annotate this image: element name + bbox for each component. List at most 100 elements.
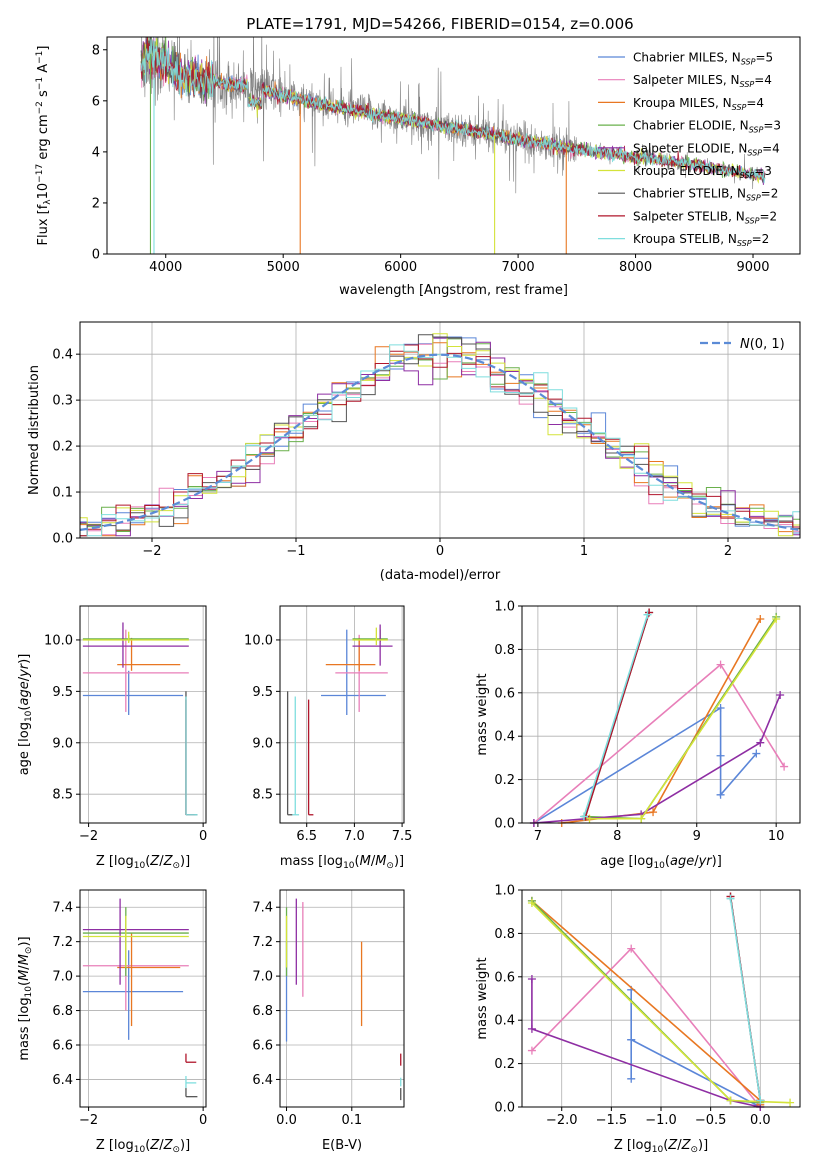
weight-marker — [649, 808, 658, 817]
y-tick-label: 2 — [92, 196, 100, 211]
axes-frame — [79, 889, 207, 1108]
weight-line — [584, 612, 650, 817]
weight-marker — [627, 1035, 636, 1044]
weight-marker — [716, 790, 725, 799]
y-axis-label: age [log10(age/yr)] — [17, 654, 34, 776]
weight-marker — [716, 703, 725, 712]
weight-marker — [637, 814, 646, 823]
x-tick-label: −1 — [286, 544, 305, 559]
x-tick-label: −2 — [142, 544, 161, 559]
y-tick-label: 7.4 — [252, 901, 273, 916]
x-tick-label: 2 — [724, 544, 732, 559]
y-axis-label: mass [log10(M/M⊙)] — [17, 936, 34, 1060]
y-tick-label: 6.4 — [252, 1073, 273, 1088]
x-tick-label: 5000 — [267, 260, 300, 275]
x-tick-label: 0 — [199, 829, 207, 844]
weight-marker — [726, 894, 735, 903]
y-tick-label: 0.8 — [494, 927, 515, 942]
normal-curve — [80, 353, 800, 531]
y-tick-label: 1.0 — [494, 884, 515, 899]
y-tick-label: 9.0 — [52, 736, 73, 751]
age_vs_mass-axes: 6.5 7.0 7.5 8.5 9.0 9.5 10.0 mass [log10(M/M⊙)] — [244, 605, 413, 871]
weight-marker — [726, 1096, 735, 1105]
histogram-steps — [80, 334, 800, 537]
y-tick-label: 7.2 — [52, 935, 73, 950]
mass_vs_Z-axes: −2 0 6.4 6.6 6.8 7.0 7.2 7.4 Z [log10(Z/Z⊙)] mass… — [17, 889, 207, 1155]
x-tick-label: −2.0 — [546, 1113, 578, 1128]
weight_vs_age-axes: 7 8 9 10 0.0 0.2 0.4 0.6 0.8 1.0 age [log10(age/yr… — [475, 600, 801, 871]
x-tick-label: 8000 — [619, 260, 652, 275]
weight-marker — [756, 1096, 765, 1105]
spectrum-axes: 4000 5000 6000 7000 8000 9000 0 2 4 6 8 wavelength … — [35, 36, 801, 298]
mass_vs_ebv-axes: 0.0 0.1 6.4 6.6 6.8 7.0 7.2 7.4 E(B-V) — [252, 889, 405, 1153]
x-axis-label: Z [log10(Z/Z⊙)] — [614, 1138, 708, 1155]
y-tick-label: 6.8 — [252, 1004, 273, 1019]
legend-entry: Salpeter STELIB, NSSP=2 — [633, 209, 777, 225]
x-axis-label: mass [log10(M/M⊙)] — [280, 854, 404, 871]
x-tick-label: 6000 — [384, 260, 417, 275]
model-spectrum-line — [140, 37, 766, 181]
legend-entry: Salpeter ELODIE, NSSP=4 — [633, 141, 780, 157]
model-spectrum-line — [140, 39, 766, 184]
weight-marker — [752, 749, 761, 758]
residuals-axes: −2 −1 0 1 2 0.0 0.1 0.2 0.3 0.4 (data-model)/error… — [27, 321, 801, 583]
x-tick-label: −0.5 — [695, 1113, 727, 1128]
y-tick-label: 0.0 — [494, 817, 515, 832]
x-tick-label: 9000 — [736, 260, 769, 275]
weight-marker — [627, 944, 636, 953]
axes-frame — [521, 889, 801, 1108]
histogram-steps — [80, 344, 800, 537]
x-tick-label: 9 — [693, 829, 701, 844]
weight-line — [729, 898, 762, 1101]
y-tick-label: 7.4 — [52, 901, 73, 916]
weight-marker — [627, 1074, 636, 1083]
x-tick-label: −1.0 — [645, 1113, 677, 1128]
figure-title: PLATE=1791, MJD=54266, FIBERID=0154, z=0… — [246, 15, 633, 33]
x-axis-label: age [log10(age/yr)] — [600, 854, 722, 871]
weight-marker — [756, 615, 765, 624]
weight-line — [583, 614, 649, 817]
axes-frame — [79, 321, 801, 539]
legend-entry: Kroupa ELODIE, NSSP=3 — [633, 164, 772, 180]
x-tick-label: 8 — [613, 829, 621, 844]
x-tick-label: 7000 — [502, 260, 535, 275]
weight-marker — [579, 812, 588, 821]
weight-marker — [756, 738, 765, 747]
y-tick-label: 9.0 — [252, 736, 273, 751]
x-axis-label: (data-model)/error — [380, 568, 501, 583]
y-axis-label: Normed distribution — [27, 365, 42, 495]
x-tick-label: 7.5 — [392, 829, 413, 844]
y-axis-label: mass weight — [475, 673, 490, 755]
weight-marker — [780, 762, 789, 771]
axes-frame — [79, 605, 207, 824]
x-tick-label: −2 — [79, 1113, 98, 1128]
legend-entry: Chabrier STELIB, NSSP=2 — [633, 187, 778, 203]
y-tick-label: 0.6 — [494, 970, 515, 985]
x-tick-label: 0 — [199, 1113, 207, 1128]
legend-entry: Kroupa MILES, NSSP=4 — [633, 96, 764, 112]
x-tick-label: −1.5 — [596, 1113, 628, 1128]
y-tick-label: 0.0 — [494, 1101, 515, 1116]
weight-marker — [716, 751, 725, 760]
x-tick-label: 1 — [580, 544, 588, 559]
legend-entry: Chabrier MILES, NSSP=5 — [633, 51, 773, 67]
x-tick-label: 6.5 — [296, 829, 317, 844]
x-tick-label: 4000 — [149, 260, 182, 275]
x-tick-label: 0.0 — [276, 1113, 297, 1128]
axes-frame — [279, 889, 405, 1108]
x-axis-label: Z [log10(Z/Z⊙)] — [96, 1138, 190, 1155]
y-tick-label: 6.6 — [252, 1039, 273, 1054]
y-axis-label: mass weight — [475, 957, 490, 1039]
y-tick-label: 0.3 — [52, 394, 73, 409]
legend-entry: Chabrier ELODIE, NSSP=3 — [633, 119, 781, 135]
weight-marker — [772, 615, 781, 624]
y-tick-label: 0.4 — [494, 730, 515, 745]
weight-marker — [527, 899, 536, 908]
y-tick-label: 10.0 — [44, 633, 73, 648]
y-tick-label: 8.5 — [252, 788, 273, 803]
x-tick-label: 7 — [534, 829, 542, 844]
x-axis-label: E(B-V) — [322, 1138, 362, 1153]
x-tick-label: 10 — [768, 829, 785, 844]
